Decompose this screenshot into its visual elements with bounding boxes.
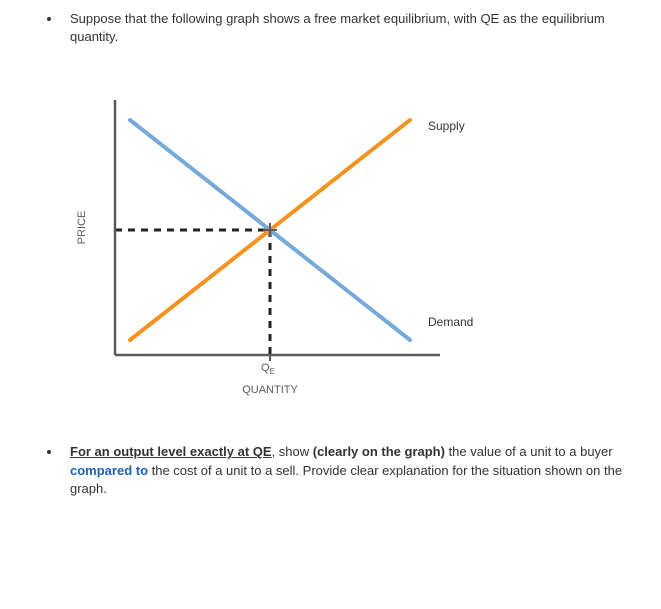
bullet-intro: Suppose that the following graph shows a… — [62, 10, 641, 46]
bullet-question: For an output level exactly at QE, show … — [62, 443, 641, 498]
svg-text:PRICE: PRICE — [76, 211, 88, 245]
q2-mid2: the cost of a unit to a sell. Provide cl… — [70, 463, 622, 496]
svg-text:Demand: Demand — [428, 315, 473, 329]
svg-text:QUANTITY: QUANTITY — [242, 384, 298, 396]
q2-lead: For an output level exactly at QE — [70, 444, 272, 459]
q2-afterlead: , show — [272, 444, 313, 459]
intro-text: Suppose that the following graph shows a… — [70, 11, 605, 44]
q2-paren: (clearly on the graph) — [313, 444, 445, 459]
equilibrium-chart: PRICEQUANTITYQESupplyDemand — [60, 80, 641, 403]
q2-compared: compared to — [70, 463, 148, 478]
svg-text:Supply: Supply — [428, 119, 465, 133]
chart-svg: PRICEQUANTITYQESupplyDemand — [60, 80, 520, 400]
q2-mid1: the value of a unit to a buyer — [445, 444, 613, 459]
